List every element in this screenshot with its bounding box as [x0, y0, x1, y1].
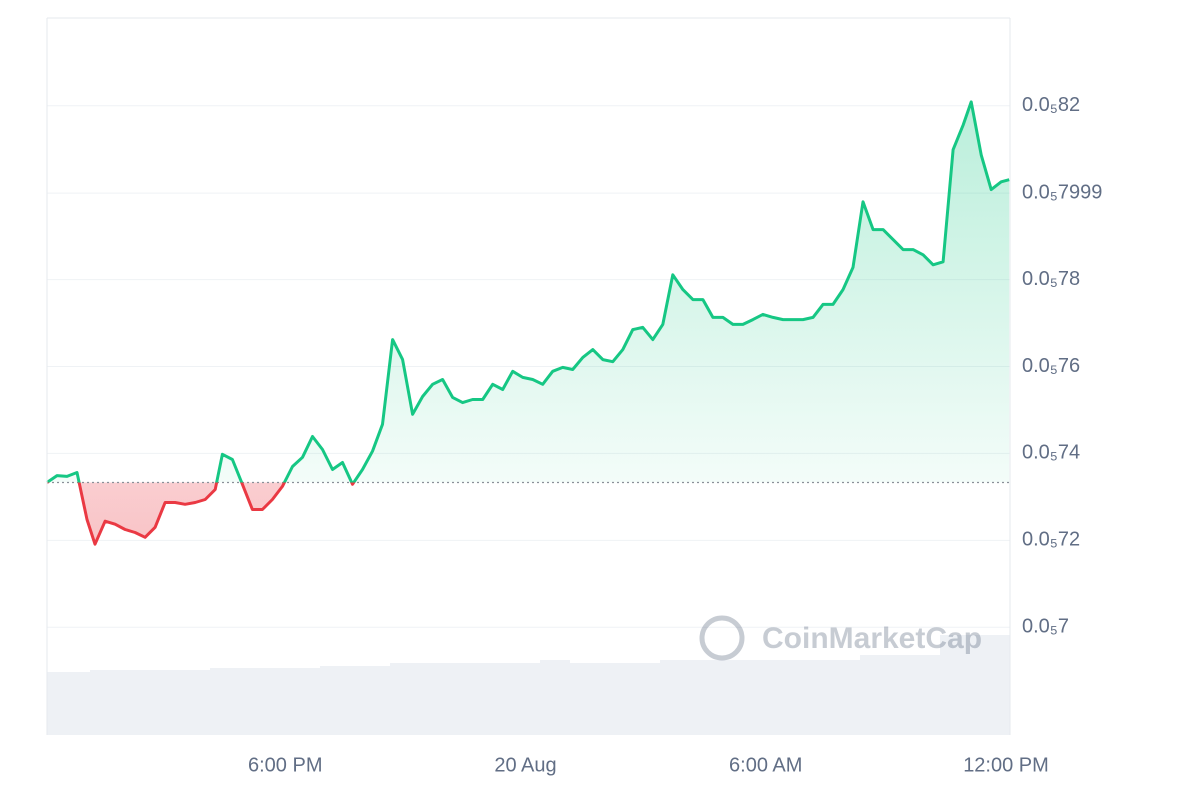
volume-area: [47, 635, 1010, 735]
y-tick-label: 0.0₅7999: [1022, 181, 1102, 203]
x-tick-label: 20 Aug: [494, 754, 556, 776]
y-tick-label: 0.0₅72: [1022, 529, 1080, 551]
y-tick-label: 0.0₅7: [1022, 616, 1069, 638]
x-tick-label: 6:00 AM: [729, 754, 802, 776]
price-line: [46, 100, 1010, 546]
area-fill: [47, 101, 1010, 545]
watermark-logo: [699, 615, 745, 661]
y-tick-label: 0.0₅78: [1022, 268, 1080, 290]
x-tick-label: 12:00 PM: [963, 754, 1049, 776]
y-tick-label: 0.0₅74: [1022, 442, 1080, 464]
watermark-text: CoinMarketCap: [762, 622, 982, 655]
x-tick-label: 6:00 PM: [248, 754, 322, 776]
y-tick-label: 0.0₅76: [1022, 355, 1080, 377]
y-tick-label: 0.0₅82: [1022, 94, 1080, 116]
watermark: CoinMarketCap: [699, 615, 982, 661]
